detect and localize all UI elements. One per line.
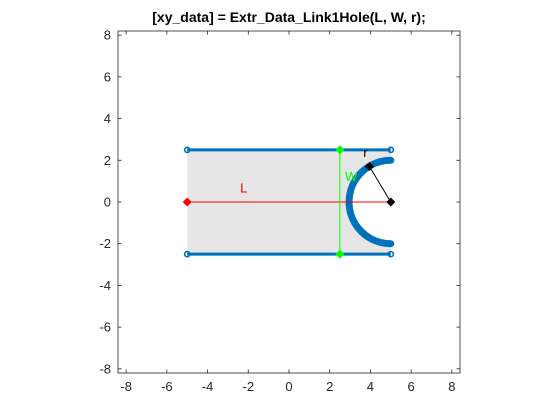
radius-marker-center [386, 197, 396, 207]
width-label: W [345, 169, 358, 184]
y-tick-label: 6 [104, 69, 111, 84]
x-tick-label: 0 [285, 379, 292, 394]
width-marker-top [335, 145, 345, 155]
radius-marker-edge [364, 162, 374, 172]
x-ticks: -8 -6 -4 -2 0 2 4 6 8 [120, 31, 455, 394]
y-tick-label: 4 [104, 111, 111, 126]
y-tick-label: -6 [99, 320, 111, 335]
width-marker-bottom [335, 249, 345, 259]
y-tick-label: 2 [104, 153, 111, 168]
x-tick-label: -2 [243, 379, 255, 394]
y-tick-label: 8 [104, 28, 111, 43]
dimension-annotations: L Wr [182, 145, 396, 259]
y-tick-label: -2 [99, 236, 111, 251]
corner-marker [387, 250, 395, 258]
y-ticks: -8 -6 -4 -2 0 2 4 6 8 [99, 28, 460, 376]
radius-line [368, 166, 392, 203]
length-marker [182, 197, 192, 207]
corner-marker [387, 146, 395, 154]
x-tick-label: 6 [408, 379, 415, 394]
x-tick-label: -4 [202, 379, 214, 394]
radius-label: r [363, 145, 368, 160]
length-label: L [240, 181, 247, 196]
y-tick-label: -8 [99, 361, 111, 376]
x-tick-label: -8 [120, 379, 132, 394]
corner-marker [183, 250, 191, 258]
x-tick-label: 2 [326, 379, 333, 394]
x-tick-label: 8 [448, 379, 455, 394]
corner-marker [183, 146, 191, 154]
plot-title: [xy_data] = Extr_Data_Link1Hole(L, W, r)… [152, 9, 425, 25]
x-tick-label: -6 [161, 379, 173, 394]
plot-area: -8 -6 -4 -2 0 2 4 6 8 -8 -6 -4 -2 0 2 4 6 8 L Wr [99, 28, 461, 394]
y-tick-label: -4 [99, 278, 111, 293]
y-tick-label: 0 [104, 195, 111, 210]
x-tick-label: 4 [367, 379, 374, 394]
